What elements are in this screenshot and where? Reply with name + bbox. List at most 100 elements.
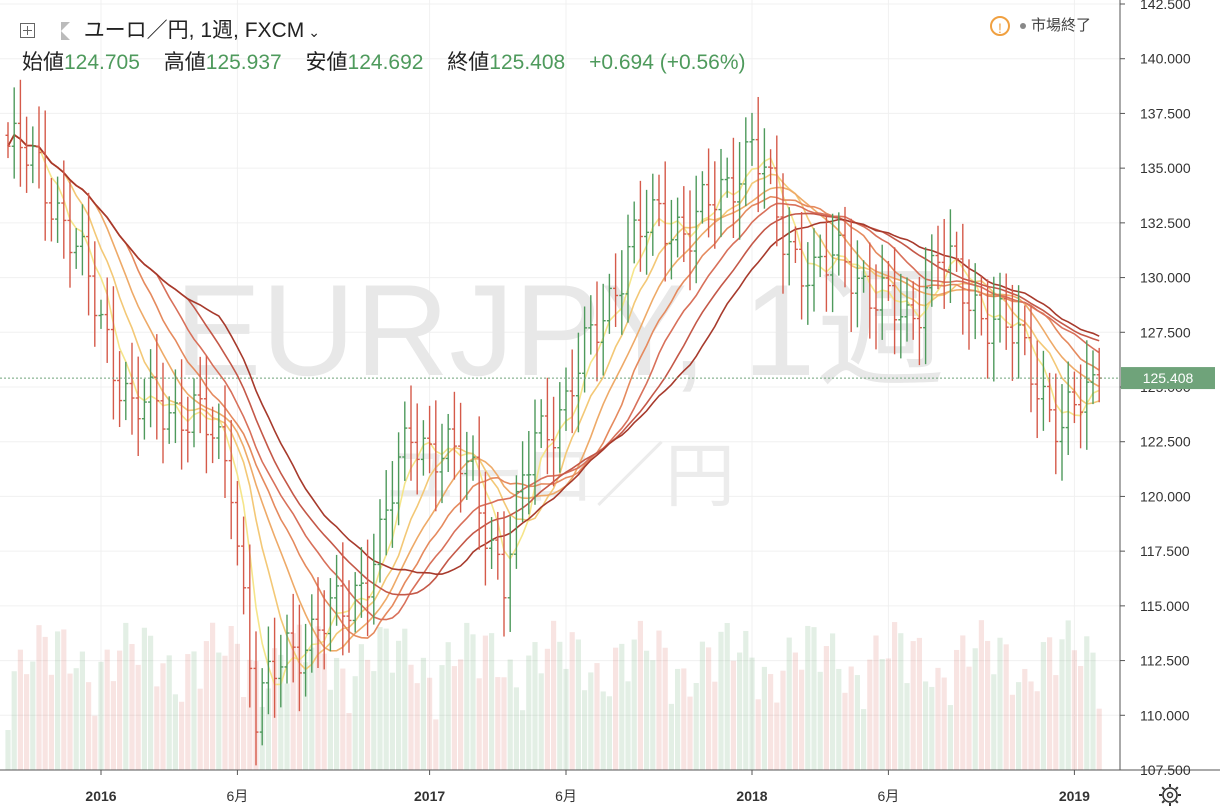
volume-bar (799, 669, 805, 770)
market-status[interactable]: ! 市場終了 (990, 14, 1091, 37)
volume-bar (1053, 675, 1059, 770)
moving-average-line (7, 133, 1100, 576)
y-tick-label: 135.000 (1140, 160, 1191, 176)
volume-bar (346, 712, 352, 770)
volume-bar (123, 622, 129, 770)
warning-icon[interactable]: ! (990, 16, 1010, 37)
volume-bar (1028, 681, 1034, 770)
volume-bar (811, 627, 817, 770)
volume-bar (544, 648, 550, 770)
volume-bar (768, 674, 774, 770)
volume-bar (228, 626, 234, 770)
volume-bar (916, 637, 922, 770)
volume-bar (712, 681, 718, 770)
volume-bar (656, 630, 662, 770)
volume-bar (79, 651, 85, 770)
close-label: 終値 (447, 51, 490, 74)
volume-bar (588, 672, 594, 770)
volume-bar (910, 641, 916, 770)
volume-bar (482, 635, 488, 770)
volume-bar (823, 646, 829, 770)
y-tick-label: 115.000 (1140, 598, 1190, 614)
volume-bar (693, 683, 699, 770)
volume-bar (563, 668, 569, 770)
volume-bar (978, 620, 984, 770)
volume-bar (24, 674, 30, 770)
volume-bar (699, 641, 705, 770)
symbol-label: ユーロ／円, 1週, FXCM (83, 19, 305, 42)
ohlc-legend: 始値124.705 高値125.937 安値124.692 終値125.408 … (22, 46, 746, 76)
expand-icon[interactable] (20, 23, 35, 38)
volume-bar (774, 702, 780, 770)
y-tick-label: 122.500 (1140, 434, 1191, 450)
volume-bar (650, 660, 656, 770)
volume-bar (241, 697, 247, 770)
volume-bar (42, 636, 48, 770)
volume-bar (445, 642, 451, 770)
volume-bar (458, 659, 464, 770)
open-label: 始値 (22, 51, 64, 74)
volume-bar (191, 651, 197, 770)
volume-bar (991, 674, 997, 770)
volume-bar (966, 666, 972, 770)
volume-bar (662, 647, 668, 770)
volume-bar (420, 657, 426, 770)
volume-bar (1040, 642, 1046, 770)
volume-bar (935, 667, 941, 770)
settings-gear-icon[interactable] (1159, 784, 1181, 806)
volume-bar (1071, 650, 1077, 770)
volume-bar (582, 690, 588, 770)
volume-bar (706, 647, 712, 770)
high-label: 高値 (163, 51, 206, 74)
volume-bar (879, 659, 885, 770)
volume-bar (234, 643, 240, 770)
volume-bar (135, 664, 141, 770)
volume-bar (414, 683, 420, 770)
volume-bar (303, 662, 309, 770)
volume-bar (675, 668, 681, 770)
volume-bar (148, 635, 154, 770)
volume-bar (433, 719, 439, 770)
volume-bar (1065, 620, 1071, 770)
volume-bar (848, 666, 854, 770)
volume-bar (222, 655, 228, 770)
volume-bar (327, 689, 333, 770)
volume-bar (730, 660, 736, 770)
volume-bar (1059, 639, 1065, 770)
x-tick-label: 2016 (85, 788, 116, 804)
volume-bar (854, 675, 860, 770)
volume-bar (451, 666, 457, 770)
y-tick-label: 140.000 (1140, 51, 1191, 67)
symbol-header[interactable]: ユーロ／円, 1週, FXCM ⌄ (20, 14, 320, 44)
volume-bar (290, 633, 296, 770)
current-price-label: 125.408 (1143, 370, 1194, 386)
volume-bar (160, 663, 166, 770)
volume-bar (520, 710, 526, 770)
chevron-down-icon[interactable]: ⌄ (308, 24, 320, 40)
y-tick-label: 110.000 (1140, 707, 1190, 723)
volume-bar (1003, 644, 1009, 770)
volume-bar (637, 620, 643, 770)
volume-bar (476, 678, 482, 770)
volume-bar (117, 650, 123, 770)
volume-bar (805, 625, 811, 770)
volume-bar (892, 622, 898, 770)
volume-bar (1016, 682, 1022, 770)
volume-bar (941, 677, 947, 770)
volume-bar (817, 671, 823, 770)
volume-bar (141, 627, 147, 770)
volume-bar (681, 668, 687, 770)
volume-bar (86, 682, 92, 770)
y-tick-label: 127.500 (1140, 324, 1191, 340)
x-axis-ticks: 2016 6月 2017 6月 2018 6月 2019 (85, 770, 1090, 804)
grid (0, 0, 1120, 771)
volume-bar (923, 681, 929, 770)
volume-bar (1096, 708, 1102, 770)
volume-bar (92, 715, 98, 770)
volume-bar (17, 649, 23, 770)
volume-bar (947, 705, 953, 770)
volume-bar (172, 694, 178, 770)
y-tick-label: 107.500 (1140, 762, 1191, 778)
volume-bar (11, 671, 17, 770)
volume-bar (334, 657, 340, 770)
